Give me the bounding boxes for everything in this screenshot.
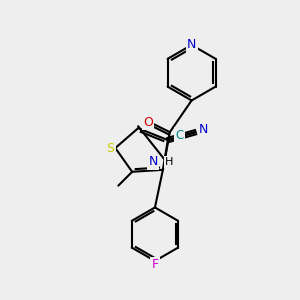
Text: C: C xyxy=(176,129,184,142)
Text: N: N xyxy=(148,155,158,168)
Text: S: S xyxy=(106,142,114,154)
Text: F: F xyxy=(152,258,158,272)
Text: H: H xyxy=(165,157,173,167)
Text: N: N xyxy=(187,38,196,52)
Text: O: O xyxy=(143,116,153,129)
Text: N: N xyxy=(199,123,208,136)
